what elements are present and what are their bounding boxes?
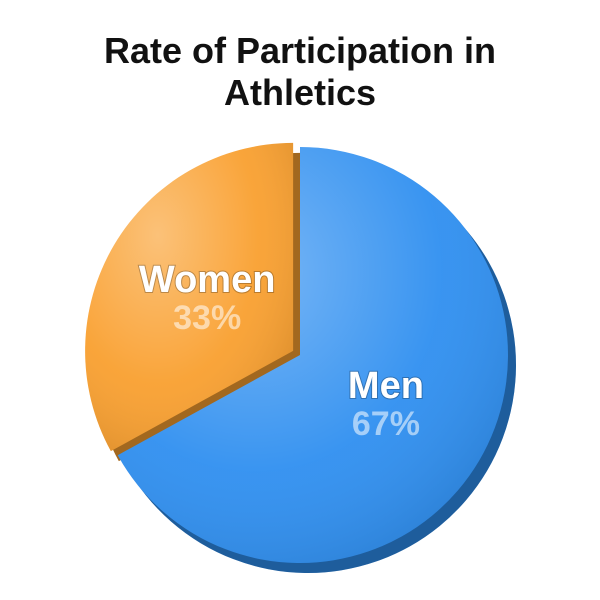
slice-value-label: 33% — [173, 299, 241, 337]
slice-label: Women — [139, 259, 276, 301]
slice-shine — [117, 147, 508, 564]
slice-value-label: 67% — [352, 405, 420, 443]
slice-label: Men — [348, 365, 424, 407]
chart-title: Rate of Participation in Athletics — [103, 30, 497, 113]
slice-shine — [85, 142, 294, 452]
